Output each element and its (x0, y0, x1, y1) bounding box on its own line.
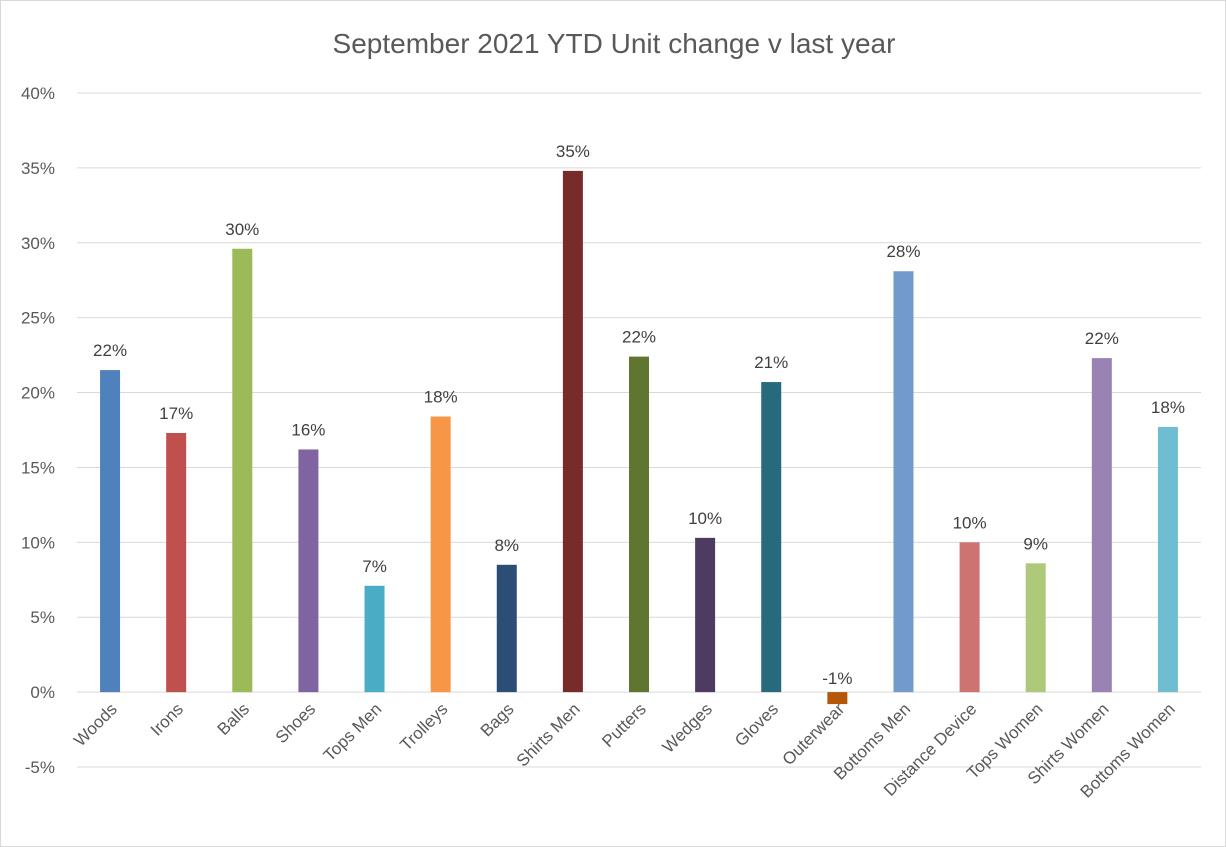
bar-woods (100, 370, 121, 693)
y-tick-label: 25% (21, 309, 55, 328)
data-label: 10% (688, 509, 722, 528)
x-tick-label: Trolleys (396, 700, 451, 755)
bar-bottoms-women (1157, 427, 1178, 693)
data-labels: 22% 17% 30% 16% 7% 18% 8% 35% 22% 10% 21% -1% 28% 10%… (93, 142, 1185, 688)
bar-shoes (298, 449, 319, 693)
bar-gloves (761, 382, 782, 693)
bar-shirts-men (562, 170, 583, 693)
y-axis: -5% 0% 5% 10% 15% 20% 25% 30% 35% 40% (21, 84, 55, 777)
x-tick-label: Balls (214, 700, 253, 739)
bar-trolleys (430, 416, 451, 693)
data-label: 18% (424, 388, 458, 407)
y-tick-label: 10% (21, 533, 55, 552)
bar-putters (629, 356, 649, 693)
bar-wedges (695, 537, 716, 693)
chart-title: September 2021 YTD Unit change v last ye… (333, 28, 896, 59)
data-label: 10% (953, 513, 987, 532)
data-label: 16% (291, 420, 325, 439)
bar-bottoms-men (893, 271, 914, 693)
x-tick-label: Shirts Men (513, 700, 584, 771)
bar-distance-device (959, 542, 980, 693)
data-label: 7% (362, 557, 387, 576)
y-tick-label: 30% (21, 234, 55, 253)
data-label: 9% (1023, 534, 1048, 553)
bar-shirts-women (1091, 358, 1112, 693)
data-label: 17% (159, 404, 193, 423)
x-tick-label: Irons (147, 700, 187, 740)
x-tick-label: Gloves (731, 700, 782, 751)
bar-bags (496, 564, 517, 693)
data-label: 18% (1151, 398, 1185, 417)
data-label: 35% (556, 142, 590, 161)
data-label: 21% (754, 353, 788, 372)
y-tick-label: 0% (30, 683, 55, 702)
bar-balls (232, 248, 253, 693)
data-label: 22% (622, 328, 656, 347)
y-tick-label: 40% (21, 84, 55, 103)
y-tick-label: 35% (21, 159, 55, 178)
data-label: -1% (822, 669, 852, 688)
x-tick-label: Wedges (659, 700, 716, 757)
x-tick-label: Shoes (272, 700, 320, 748)
x-tick-label: Putters (598, 700, 650, 752)
x-tick-label: Tops Men (320, 700, 386, 766)
x-tick-label: Bags (477, 700, 518, 741)
data-label: 30% (225, 220, 259, 239)
data-label: 8% (494, 536, 519, 555)
bar-tops-men (364, 585, 385, 693)
bar-irons (166, 432, 187, 693)
y-tick-label: 20% (21, 384, 55, 403)
data-label: 22% (93, 341, 127, 360)
y-tick-label: -5% (25, 758, 55, 777)
bars (100, 170, 1178, 705)
bar-tops-women (1025, 563, 1046, 693)
data-label: 22% (1085, 329, 1119, 348)
x-tick-label: Woods (70, 700, 121, 751)
bar-outerwear (827, 692, 848, 705)
x-tick-label: Outerwear (779, 699, 849, 769)
y-tick-label: 5% (30, 608, 55, 627)
x-axis: Woods Irons Balls Shoes Tops Men Trolleys Bags… (70, 699, 1179, 801)
y-tick-label: 15% (21, 458, 55, 477)
data-label: 28% (886, 242, 920, 261)
